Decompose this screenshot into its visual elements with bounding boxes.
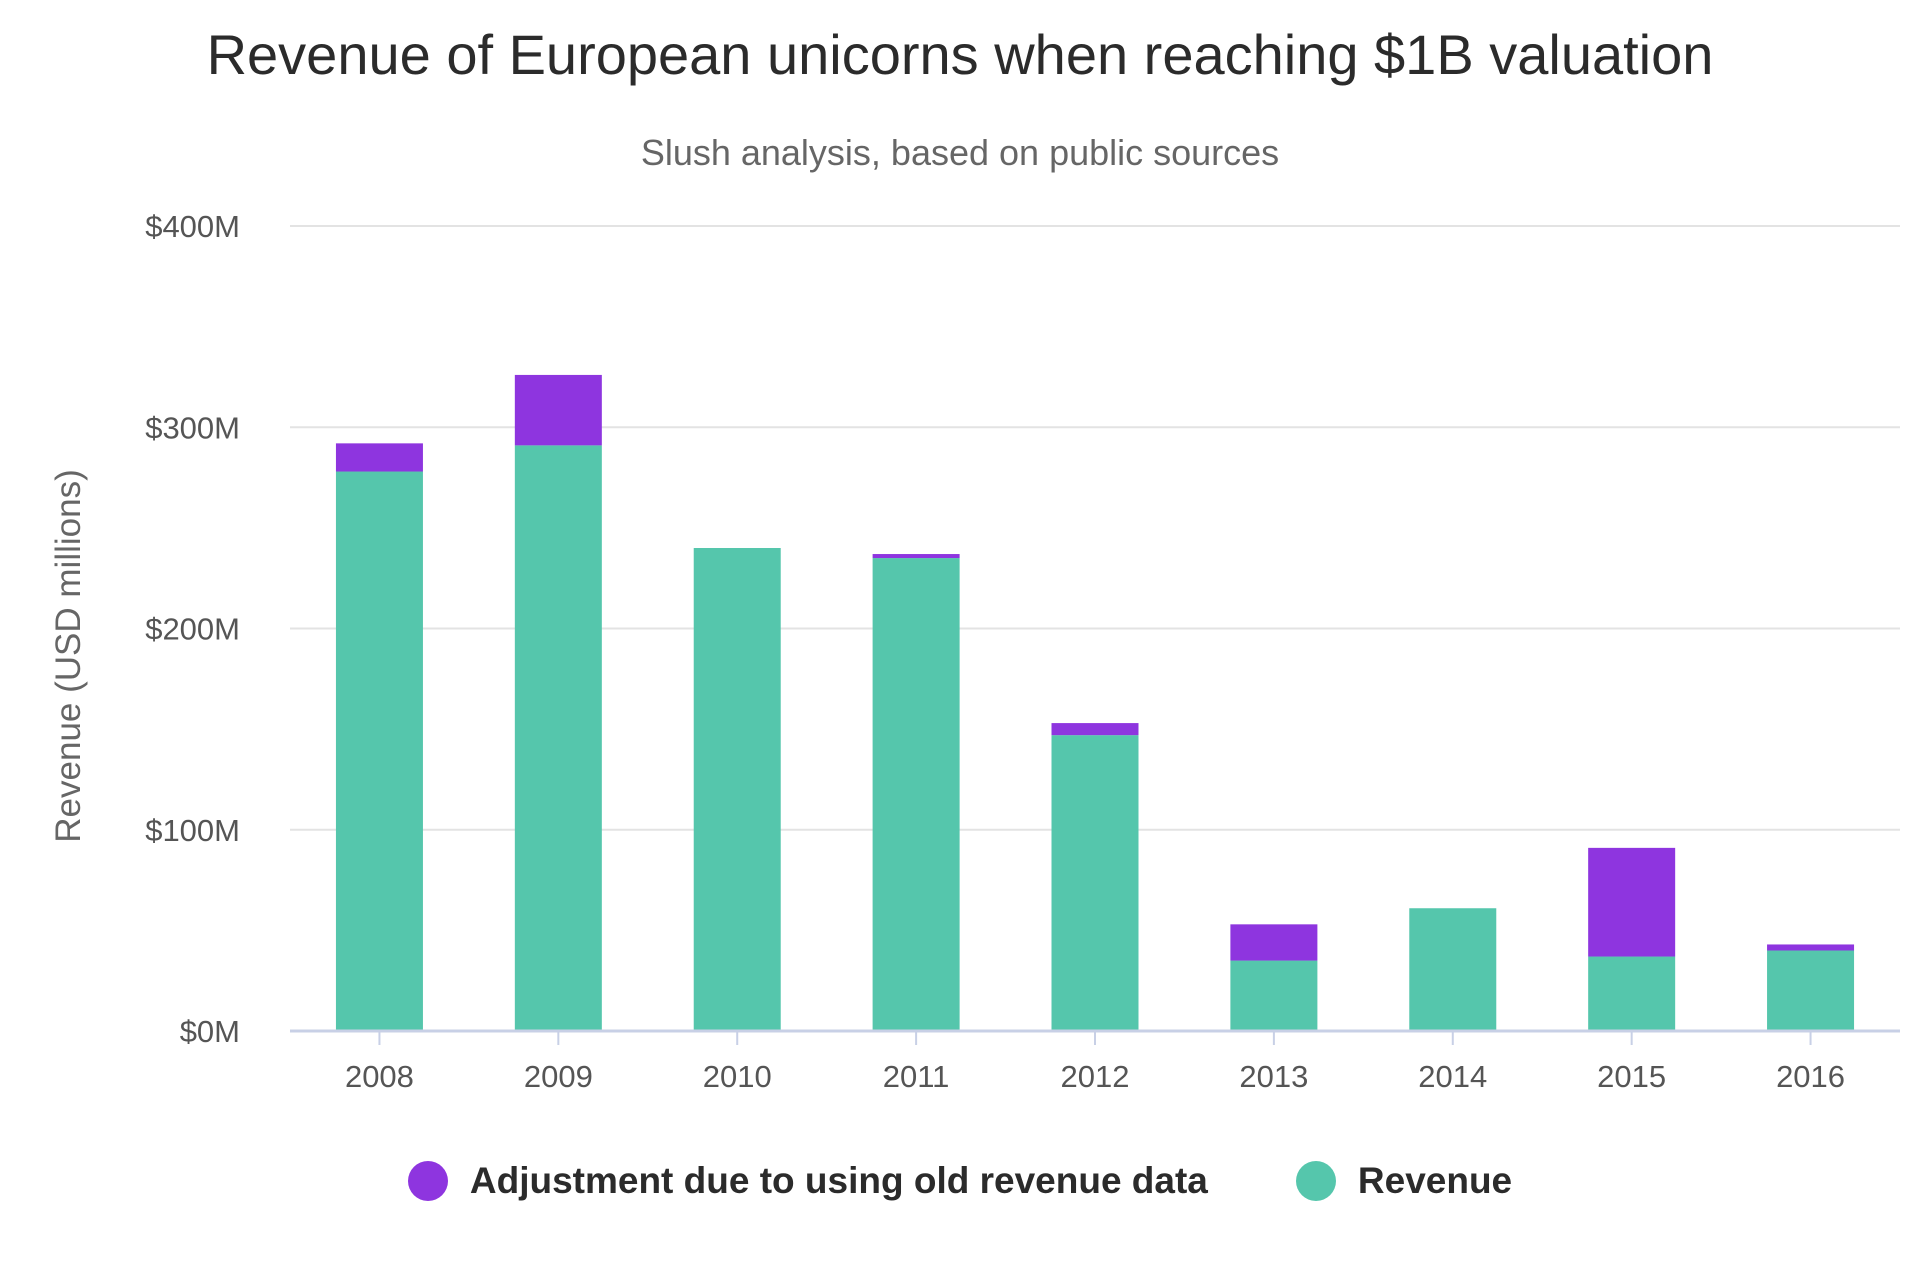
y-tick-label: $300M xyxy=(145,410,240,445)
bar-adjustment-2013[interactable] xyxy=(1230,924,1318,961)
chart-subtitle: Slush analysis, based on public sources xyxy=(640,132,1280,173)
x-tick-label: 2011 xyxy=(883,1059,950,1094)
x-tick-label: 2012 xyxy=(1061,1059,1130,1094)
bar-revenue-2016[interactable] xyxy=(1767,950,1855,1032)
y-tick-label: $200M xyxy=(145,612,240,647)
x-tick-label: 2015 xyxy=(1597,1059,1666,1094)
bar-adjustment-2012[interactable] xyxy=(1051,723,1139,736)
y-tick-label: $400M xyxy=(145,209,240,244)
y-tick-label: $100M xyxy=(145,813,240,848)
legend-swatch-revenue xyxy=(1295,1161,1336,1201)
bar-adjustment-2016[interactable] xyxy=(1767,944,1855,951)
x-tick-label: 2014 xyxy=(1418,1059,1487,1094)
bar-adjustment-2015[interactable] xyxy=(1588,847,1676,957)
bar-revenue-2008[interactable] xyxy=(335,471,423,1031)
y-tick-label: $0M xyxy=(180,1014,240,1049)
bar-revenue-2012[interactable] xyxy=(1051,735,1139,1031)
bar-layer xyxy=(335,374,1855,1032)
bar-adjustment-2009[interactable] xyxy=(514,374,602,446)
bar-adjustment-2008[interactable] xyxy=(335,443,423,472)
y-axis-title: Revenue (USD millions) xyxy=(49,469,88,842)
x-tick-label: 2010 xyxy=(703,1059,772,1094)
legend-label-adjustment: Adjustment due to using old revenue data xyxy=(469,1160,1208,1201)
legend-item-revenue[interactable]: Revenue xyxy=(1295,1160,1513,1202)
bar-revenue-2015[interactable] xyxy=(1588,956,1676,1031)
bar-revenue-2009[interactable] xyxy=(514,445,602,1031)
x-tick-label: 2009 xyxy=(524,1059,593,1094)
legend: Adjustment due to using old revenue data… xyxy=(0,1160,1920,1202)
chart-title: Revenue of European unicorns when reachi… xyxy=(206,23,1714,86)
bar-revenue-2011[interactable] xyxy=(872,558,960,1031)
legend-item-adjustment[interactable]: Adjustment due to using old revenue data xyxy=(407,1160,1208,1202)
axis-layer: $0M $100M $200M $300M $400M 2008 2009 2010 2011 2… xyxy=(145,209,1900,1094)
bar-revenue-2010[interactable] xyxy=(693,548,781,1031)
bar-adjustment-2011[interactable] xyxy=(872,554,960,559)
bar-revenue-2014[interactable] xyxy=(1409,908,1497,1031)
x-tick-label: 2008 xyxy=(345,1059,414,1094)
legend-label-revenue: Revenue xyxy=(1357,1160,1513,1201)
x-tick-label: 2013 xyxy=(1239,1059,1308,1094)
x-tick-label: 2016 xyxy=(1776,1059,1845,1094)
bar-revenue-2013[interactable] xyxy=(1230,960,1318,1031)
legend-swatch-adjustment xyxy=(407,1161,448,1201)
